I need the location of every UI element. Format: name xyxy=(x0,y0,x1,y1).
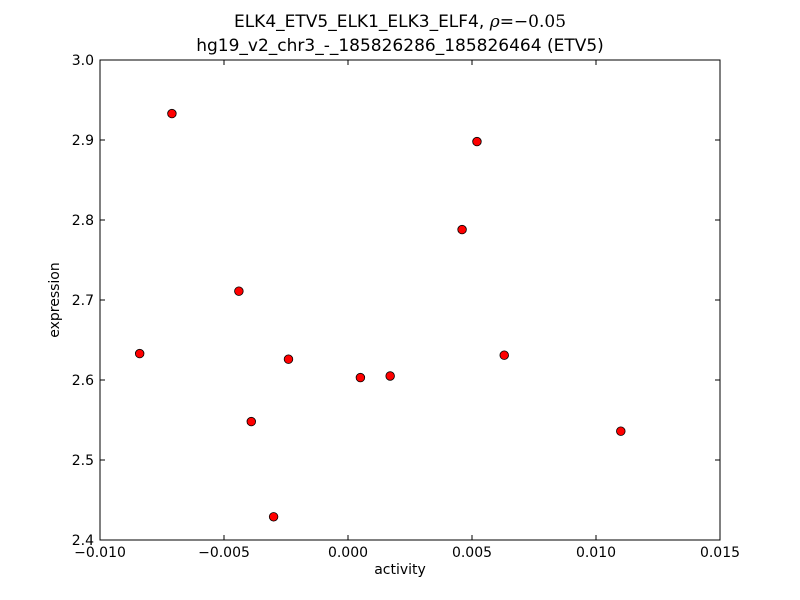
rho-symbol: ρ xyxy=(489,12,500,32)
y-tick-label: 2.8 xyxy=(72,213,94,229)
data-point xyxy=(268,512,279,522)
x-tick-label: 0.000 xyxy=(328,545,368,561)
chart-title-line-1: ELK4_ETV5_ELK1_ELK3_ELF4, ρ=−0.05 xyxy=(0,12,800,32)
y-tick-label: 2.4 xyxy=(72,533,94,549)
y-tick-label: 2.7 xyxy=(72,293,94,309)
y-tick-label: 2.9 xyxy=(72,133,94,149)
chart-title-prefix: ELK4_ETV5_ELK1_ELK3_ELF4, xyxy=(233,12,490,32)
x-tick-label: 0.015 xyxy=(700,545,740,561)
x-tick-label: 0.005 xyxy=(452,545,492,561)
y-tick-label: 2.6 xyxy=(72,373,94,389)
x-tick-label: 0.010 xyxy=(576,545,616,561)
data-point xyxy=(385,371,395,381)
data-point xyxy=(246,416,256,427)
data-points xyxy=(134,108,626,522)
plot-frame xyxy=(99,59,721,541)
data-point xyxy=(167,108,177,119)
data-point xyxy=(355,372,366,383)
data-point xyxy=(134,348,145,359)
data-point xyxy=(472,136,482,147)
y-tick-label: 3.0 xyxy=(72,53,94,69)
rho-value: =−0.05 xyxy=(499,12,567,32)
x-tick-label: −0.005 xyxy=(198,545,250,561)
data-point xyxy=(499,350,509,360)
y-tick-label: 2.5 xyxy=(72,453,94,469)
data-point xyxy=(283,354,294,364)
data-point xyxy=(234,286,244,296)
y-axis-label: expression xyxy=(47,262,63,338)
data-point xyxy=(616,426,626,436)
data-point xyxy=(457,224,467,235)
chart-title-line-2: hg19_v2_chr3_-_185826286_185826464 (ETV5… xyxy=(196,36,604,56)
x-tick-label: −0.010 xyxy=(74,545,126,561)
x-axis-label: activity xyxy=(374,562,426,578)
axis-ticks: −0.010 −0.005 0.000 0.005 0.010 0.015 2.4 2.5 2.… xyxy=(72,53,740,561)
